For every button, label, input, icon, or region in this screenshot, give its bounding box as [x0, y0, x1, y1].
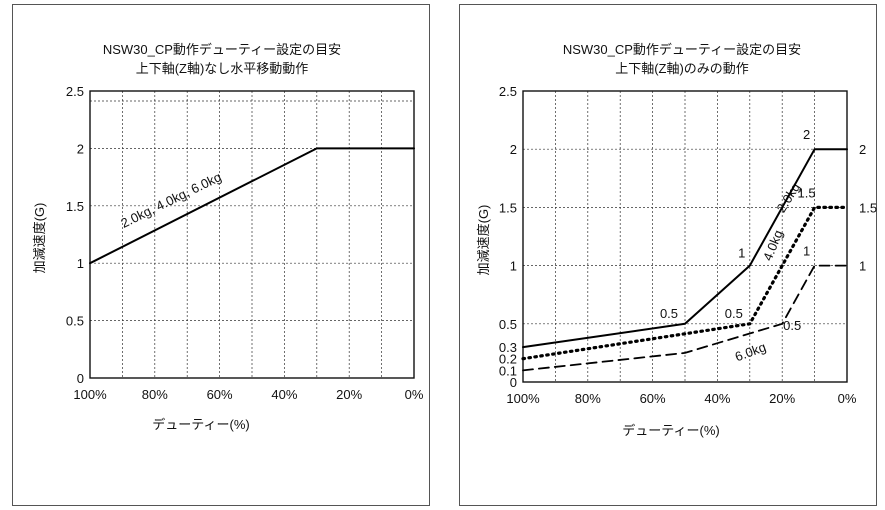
y-axis-label: 加減速度(G)	[476, 205, 491, 276]
y-tick-label: 2.5	[66, 84, 84, 99]
y-tick-label: 0.5	[499, 317, 517, 332]
x-tick-label: 100%	[506, 391, 540, 406]
y-tick-label: 0.1	[499, 363, 517, 378]
data-label: 0.5	[783, 318, 801, 333]
data-label: 0.5	[660, 306, 678, 321]
grid	[90, 91, 414, 378]
y-tick-label: 1	[77, 256, 84, 271]
chart-title: NSW30_CP動作デューティー設定の目安	[563, 42, 801, 57]
data-label: 1.5	[859, 200, 877, 215]
data-label: 1.5	[798, 185, 816, 200]
series-label-6kg: 6.0kg	[733, 339, 768, 364]
x-tick-label: 60%	[207, 387, 233, 402]
y-tick-label: 2	[510, 142, 517, 157]
x-tick-label: 60%	[640, 391, 666, 406]
chart-panel-left: NSW30_CP動作デューティー設定の目安 上下軸(Z軸)なし水平移動動作 デュ…	[12, 4, 430, 506]
data-label: 0.5	[725, 306, 743, 321]
chart-subtitle: 上下軸(Z軸)のみの動作	[615, 61, 749, 76]
chart-panel-right: NSW30_CP動作デューティー設定の目安 上下軸(Z軸)のみの動作 デューティ…	[459, 4, 877, 506]
grid	[523, 91, 847, 382]
plot-frame	[522, 90, 848, 383]
chart-left: NSW30_CP動作デューティー設定の目安 上下軸(Z軸)なし水平移動動作 デュ…	[32, 42, 424, 432]
y-tick-label: 1	[510, 259, 517, 274]
chart-title: NSW30_CP動作デューティー設定の目安	[103, 42, 341, 57]
data-label: 1	[859, 259, 866, 274]
series-line-2-0kg-4-0kg-6-0kg	[89, 147, 415, 265]
data-label: 1	[803, 244, 810, 259]
data-label: 2	[803, 127, 810, 142]
chart-subtitle: 上下軸(Z軸)なし水平移動動作	[136, 61, 309, 76]
x-tick-label: 40%	[704, 391, 730, 406]
x-tick-label: 40%	[271, 387, 297, 402]
y-tick-label: 1.5	[499, 200, 517, 215]
x-tick-label: 80%	[575, 391, 601, 406]
y-tick-label: 0	[77, 371, 84, 386]
series-label-4kg: 4.0kg	[760, 228, 786, 263]
x-tick-label: 80%	[142, 387, 168, 402]
series-line-4-0kg	[521, 205, 849, 361]
y-tick-label: 0.3	[499, 340, 517, 355]
chart-right: NSW30_CP動作デューティー設定の目安 上下軸(Z軸)のみの動作 デューティ…	[476, 42, 877, 438]
series-line-6-0kg	[522, 264, 848, 372]
plot-frame	[89, 90, 415, 379]
y-tick-label: 2.5	[499, 84, 517, 99]
y-tick-label: 0.2	[499, 352, 517, 367]
x-axis-label: デューティー(%)	[152, 417, 249, 432]
x-axis-label: デューティー(%)	[622, 423, 719, 438]
y-tick-label: 1.5	[66, 199, 84, 214]
x-tick-label: 0%	[405, 387, 424, 402]
y-tick-label: 0	[510, 375, 517, 390]
data-label: 1	[738, 246, 745, 261]
x-tick-label: 100%	[73, 387, 107, 402]
series-line-2-0kg	[522, 148, 848, 349]
data-label: 2	[859, 142, 866, 157]
x-tick-label: 0%	[838, 391, 857, 406]
x-tick-label: 20%	[336, 387, 362, 402]
y-tick-label: 2	[77, 141, 84, 156]
y-axis-label: 加減速度(G)	[32, 203, 47, 274]
y-tick-label: 0.5	[66, 314, 84, 329]
x-tick-label: 20%	[769, 391, 795, 406]
